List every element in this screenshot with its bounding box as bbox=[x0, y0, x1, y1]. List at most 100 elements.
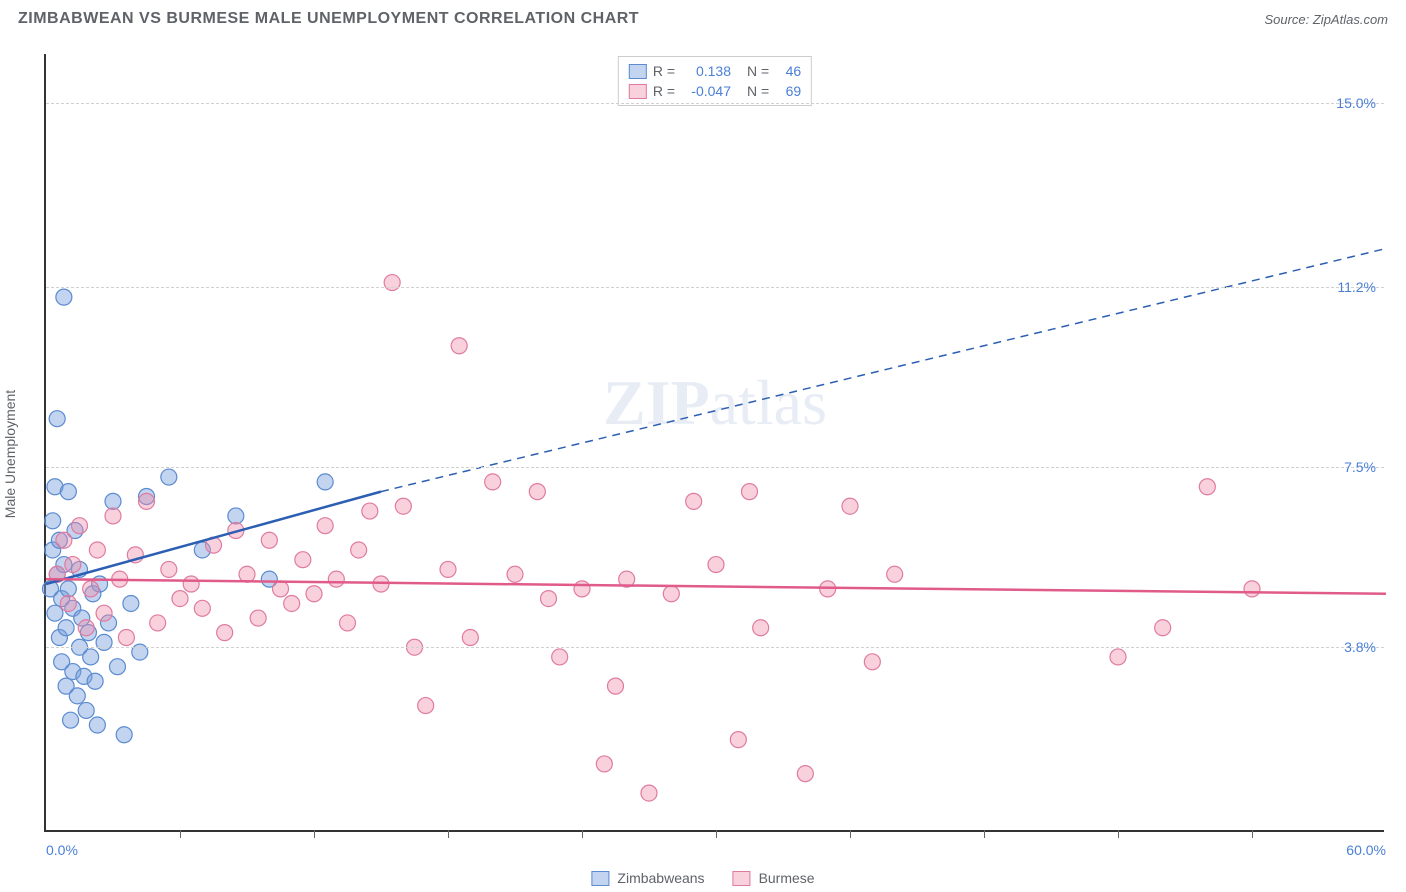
data-point bbox=[742, 484, 758, 500]
data-point bbox=[87, 673, 103, 689]
data-point bbox=[295, 552, 311, 568]
x-tick bbox=[448, 830, 449, 838]
data-point bbox=[574, 581, 590, 597]
data-point bbox=[418, 698, 434, 714]
data-point bbox=[317, 518, 333, 534]
legend-series: Zimbabweans Burmese bbox=[591, 870, 814, 886]
data-point bbox=[49, 411, 65, 427]
legend-swatch bbox=[629, 64, 647, 79]
legend-item: Burmese bbox=[733, 870, 815, 886]
trend-line bbox=[46, 579, 1386, 594]
data-point bbox=[109, 659, 125, 675]
trend-line-dashed bbox=[381, 249, 1386, 492]
data-point bbox=[78, 702, 94, 718]
data-point bbox=[797, 766, 813, 782]
data-point bbox=[328, 571, 344, 587]
legend-stats: R =0.138N =46R =-0.047N =69 bbox=[618, 56, 812, 106]
data-point bbox=[105, 508, 121, 524]
legend-label: Burmese bbox=[759, 870, 815, 886]
x-tick bbox=[1252, 830, 1253, 838]
data-point bbox=[65, 557, 81, 573]
data-point bbox=[753, 620, 769, 636]
x-tick bbox=[582, 830, 583, 838]
data-point bbox=[507, 566, 523, 582]
r-value: 0.138 bbox=[681, 63, 731, 79]
data-point bbox=[842, 498, 858, 514]
data-point bbox=[451, 338, 467, 354]
y-tick-label: 3.8% bbox=[1344, 639, 1376, 655]
y-tick-label: 15.0% bbox=[1336, 95, 1376, 111]
data-point bbox=[730, 732, 746, 748]
data-point bbox=[123, 595, 139, 611]
y-tick-label: 7.5% bbox=[1344, 459, 1376, 475]
data-point bbox=[45, 513, 61, 529]
chart-title: ZIMBABWEAN VS BURMESE MALE UNEMPLOYMENT … bbox=[18, 10, 639, 28]
data-point bbox=[1199, 479, 1215, 495]
data-point bbox=[362, 503, 378, 519]
data-point bbox=[250, 610, 266, 626]
data-point bbox=[63, 712, 79, 728]
r-label: R = bbox=[653, 63, 675, 79]
data-point bbox=[641, 785, 657, 801]
data-point bbox=[864, 654, 880, 670]
legend-stat-row: R =-0.047N =69 bbox=[629, 81, 801, 101]
x-tick-label: 0.0% bbox=[46, 842, 78, 858]
data-point bbox=[663, 586, 679, 602]
data-point bbox=[60, 484, 76, 500]
chart-area: ZIPatlas R =0.138N =46R =-0.047N =69 3.8… bbox=[44, 54, 1384, 832]
r-value: -0.047 bbox=[681, 83, 731, 99]
legend-stat-row: R =0.138N =46 bbox=[629, 61, 801, 81]
gridline bbox=[46, 103, 1384, 104]
data-point bbox=[89, 717, 105, 733]
data-point bbox=[72, 518, 88, 534]
legend-label: Zimbabweans bbox=[617, 870, 704, 886]
r-label: R = bbox=[653, 83, 675, 99]
x-tick bbox=[984, 830, 985, 838]
data-point bbox=[58, 620, 74, 636]
data-point bbox=[1155, 620, 1171, 636]
data-point bbox=[96, 605, 112, 621]
data-point bbox=[105, 493, 121, 509]
data-point bbox=[708, 557, 724, 573]
n-value: 46 bbox=[775, 63, 801, 79]
data-point bbox=[139, 493, 155, 509]
data-point bbox=[60, 581, 76, 597]
x-tick bbox=[180, 830, 181, 838]
data-point bbox=[47, 605, 63, 621]
data-point bbox=[1110, 649, 1126, 665]
legend-swatch bbox=[629, 84, 647, 99]
data-point bbox=[150, 615, 166, 631]
data-point bbox=[596, 756, 612, 772]
data-point bbox=[118, 630, 134, 646]
data-point bbox=[552, 649, 568, 665]
data-point bbox=[261, 532, 277, 548]
scatter-plot bbox=[46, 54, 1384, 830]
x-tick bbox=[716, 830, 717, 838]
data-point bbox=[194, 600, 210, 616]
data-point bbox=[172, 591, 188, 607]
data-point bbox=[440, 561, 456, 577]
gridline bbox=[46, 647, 1384, 648]
data-point bbox=[228, 508, 244, 524]
data-point bbox=[239, 566, 255, 582]
data-point bbox=[217, 625, 233, 641]
data-point bbox=[60, 595, 76, 611]
data-point bbox=[78, 620, 94, 636]
data-point bbox=[69, 688, 85, 704]
trend-line bbox=[46, 492, 381, 584]
data-point bbox=[83, 581, 99, 597]
legend-swatch bbox=[591, 871, 609, 886]
data-point bbox=[161, 561, 177, 577]
legend-swatch bbox=[733, 871, 751, 886]
x-tick bbox=[1118, 830, 1119, 838]
data-point bbox=[273, 581, 289, 597]
data-point bbox=[116, 727, 132, 743]
gridline bbox=[46, 467, 1384, 468]
data-point bbox=[485, 474, 501, 490]
data-point bbox=[83, 649, 99, 665]
data-point bbox=[529, 484, 545, 500]
y-tick-label: 11.2% bbox=[1337, 279, 1376, 295]
data-point bbox=[462, 630, 478, 646]
source-label: Source: ZipAtlas.com bbox=[1264, 12, 1388, 27]
data-point bbox=[89, 542, 105, 558]
